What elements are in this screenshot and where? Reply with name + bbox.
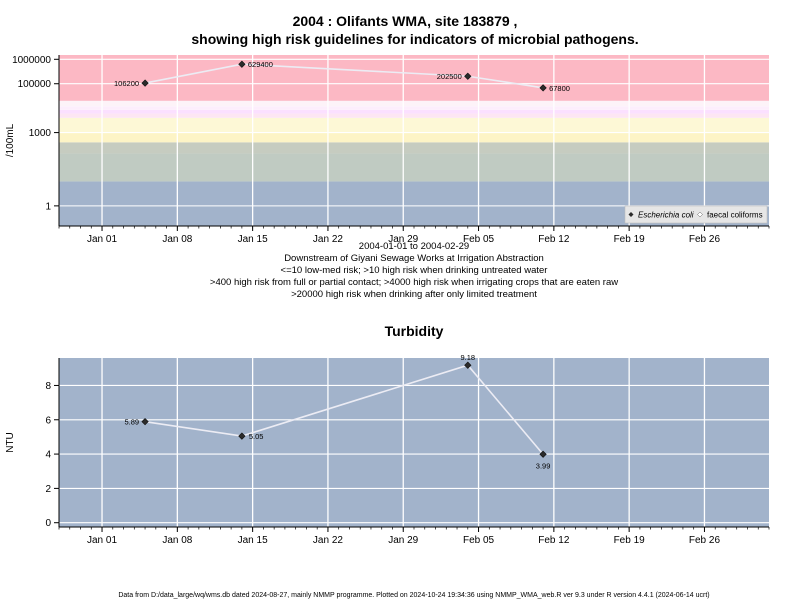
x-tick-label: Feb 05 bbox=[463, 234, 495, 245]
chart-title-line2: showing high risk guidelines for indicat… bbox=[191, 31, 638, 47]
risk-band-5 bbox=[59, 113, 769, 118]
site-description-label: Downstream of Giyani Sewage Works at Irr… bbox=[284, 253, 544, 264]
y-tick-label: 100000 bbox=[18, 79, 52, 90]
footer-note: Data from D:/data_large/wq/wms.db dated … bbox=[118, 592, 709, 599]
risk-band-6 bbox=[59, 109, 769, 114]
data-point bbox=[464, 361, 472, 369]
x-tick-label: Jan 29 bbox=[388, 535, 418, 546]
x-tick-label: Jan 01 bbox=[87, 535, 117, 546]
data-label: 106200 bbox=[114, 79, 139, 88]
x-tick-label: Feb 26 bbox=[689, 234, 721, 245]
risk-band-9 bbox=[59, 55, 769, 101]
legend-entry-faecal: faecal coliforms bbox=[707, 211, 763, 220]
microbial-x-label-block: 2004-01-01 to 2004-02-29 Downstream of G… bbox=[210, 241, 618, 300]
y-tick-label: 1000000 bbox=[12, 55, 51, 66]
data-label: 5.89 bbox=[124, 418, 139, 427]
x-tick-label: Jan 29 bbox=[388, 234, 418, 245]
data-label: 5.05 bbox=[249, 432, 264, 441]
x-tick-label: Jan 08 bbox=[162, 234, 192, 245]
x-tick-label: Jan 15 bbox=[238, 234, 268, 245]
data-label: 629400 bbox=[248, 60, 273, 69]
risk-band-8 bbox=[59, 100, 769, 107]
legend-box bbox=[624, 205, 768, 224]
data-point bbox=[238, 432, 246, 440]
series-line bbox=[144, 364, 544, 455]
legend-marker-faecal bbox=[697, 211, 703, 218]
turbidity-title: Turbidity bbox=[385, 323, 444, 339]
risk-band-4 bbox=[59, 117, 769, 133]
date-range-label: 2004-01-01 to 2004-02-29 bbox=[359, 241, 469, 252]
y-axis-label: NTU bbox=[5, 432, 16, 453]
data-point bbox=[141, 418, 149, 426]
x-tick-label: Feb 05 bbox=[463, 535, 495, 546]
data-label: 202500 bbox=[437, 72, 462, 81]
guideline-label-3: >20000 high risk when drinking after onl… bbox=[291, 289, 537, 300]
x-tick-label: Jan 01 bbox=[87, 234, 117, 245]
x-tick-label: Feb 19 bbox=[614, 535, 646, 546]
guideline-label-1: <=10 low-med risk; >10 high risk when dr… bbox=[281, 265, 548, 276]
microbial-panel: Jan 01 Jan 08 Jan 15 Jan 22 Jan 29 Feb 05 Feb … bbox=[5, 55, 770, 245]
y-tick-label: 8 bbox=[45, 381, 51, 392]
legend-marker-ecoli bbox=[628, 212, 634, 217]
data-point bbox=[238, 60, 246, 68]
data-point bbox=[464, 72, 472, 80]
x-tick-label: Feb 19 bbox=[614, 234, 646, 245]
turbidity-panel: Jan 01 Jan 08 Jan 15 Jan 22 Jan 29 Feb 05 Feb … bbox=[5, 353, 770, 546]
data-label: 9.18 bbox=[460, 353, 475, 362]
y-tick-label: 6 bbox=[45, 415, 51, 426]
data-label: 3.99 bbox=[536, 461, 551, 470]
risk-band-3 bbox=[59, 132, 769, 143]
x-tick-label: Feb 26 bbox=[689, 535, 721, 546]
risk-band-1 bbox=[59, 153, 769, 182]
x-tick-label: Jan 22 bbox=[313, 535, 343, 546]
chart-title-line1: 2004 : Olifants WMA, site 183879 , bbox=[293, 13, 518, 29]
y-tick-label: 0 bbox=[45, 518, 51, 529]
y-tick-label: 1 bbox=[45, 201, 51, 212]
series-line bbox=[144, 63, 544, 89]
data-label: 67800 bbox=[549, 84, 570, 93]
guideline-label-2: >400 high risk from full or partial cont… bbox=[210, 277, 618, 288]
y-axis-label: /100mL bbox=[5, 123, 16, 157]
legend-entry-ecoli: Escherichia coli bbox=[638, 211, 694, 220]
x-tick-label: Feb 12 bbox=[538, 234, 570, 245]
x-tick-label: Jan 08 bbox=[162, 535, 192, 546]
plot-background bbox=[59, 358, 769, 527]
data-point bbox=[539, 450, 547, 458]
data-point bbox=[539, 84, 547, 92]
x-tick-label: Feb 12 bbox=[538, 535, 570, 546]
y-tick-label: 1000 bbox=[29, 128, 52, 139]
y-tick-label: 4 bbox=[45, 450, 51, 461]
x-tick-label: Jan 15 bbox=[238, 535, 268, 546]
risk-band-2 bbox=[59, 142, 769, 154]
y-tick-label: 2 bbox=[45, 484, 51, 495]
data-point bbox=[141, 79, 149, 87]
x-tick-label: Jan 22 bbox=[313, 234, 343, 245]
risk-band-7 bbox=[59, 106, 769, 110]
